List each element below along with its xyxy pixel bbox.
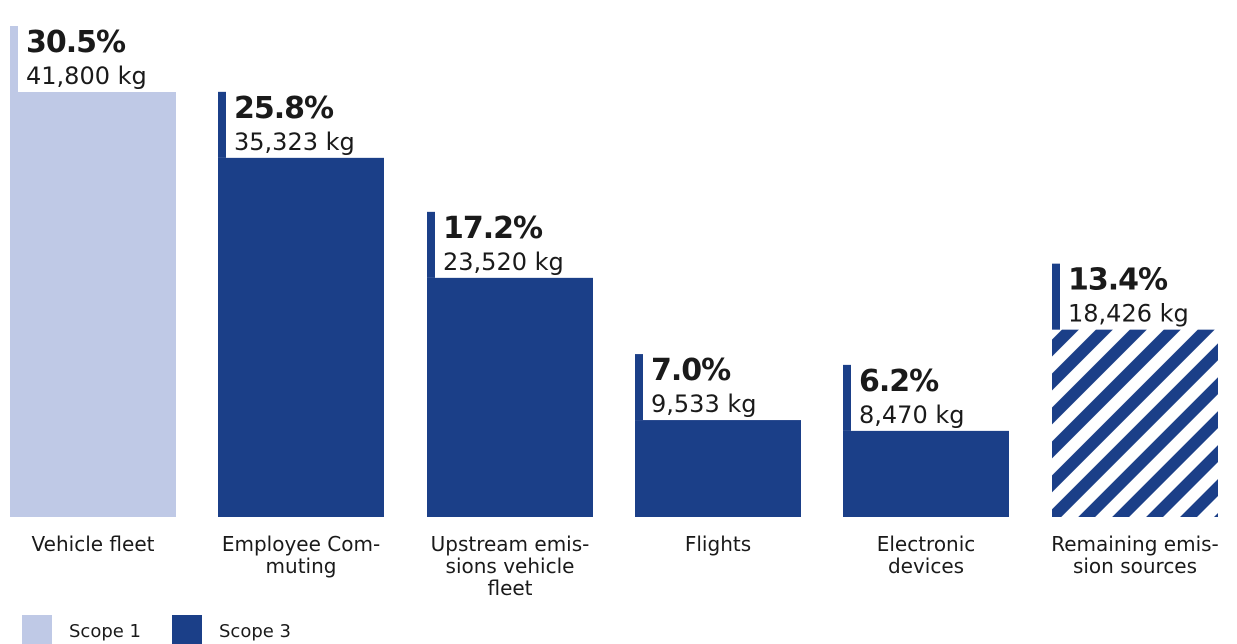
- bar-5: [843, 430, 1009, 517]
- label-stripe-2: [218, 91, 226, 158]
- bar-2: [218, 157, 384, 517]
- legend-swatch-1: [22, 615, 52, 644]
- category-label-3: Upstream emis-sions vehicle fleet: [431, 532, 590, 600]
- label-stripe-3: [427, 211, 435, 278]
- percent-label-6: 13.4%: [1068, 263, 1168, 298]
- value-label-6: 18,426 kg: [1068, 300, 1189, 328]
- value-label-2: 35,323 kg: [234, 128, 355, 156]
- value-label-4: 9,533 kg: [651, 390, 756, 418]
- category-label-5: Electronic devices: [877, 532, 976, 578]
- bar-3: [427, 277, 593, 517]
- category-label-1: Vehicle fleet: [32, 532, 155, 556]
- percent-label-3: 17.2%: [443, 211, 543, 246]
- label-stripe-4: [635, 354, 643, 421]
- percent-label-1: 30.5%: [26, 25, 126, 60]
- value-label-5: 8,470 kg: [859, 401, 964, 429]
- percent-label-2: 25.8%: [234, 91, 334, 126]
- bar-4: [635, 420, 801, 517]
- value-label-3: 23,520 kg: [443, 248, 564, 276]
- legend-label-1: Scope 1: [69, 621, 141, 642]
- percent-label-4: 7.0%: [651, 353, 731, 388]
- category-label-4: Flights: [685, 532, 751, 556]
- legend-label-2: Scope 3: [219, 621, 291, 642]
- bar-1: [10, 92, 176, 517]
- label-stripe-1: [10, 26, 18, 92]
- value-label-1: 41,800 kg: [26, 62, 147, 90]
- legend-swatch-2: [172, 615, 202, 644]
- category-label-2: Employee Com-muting: [222, 532, 380, 578]
- bar-6: [1052, 329, 1218, 517]
- label-stripe-5: [843, 364, 851, 431]
- percent-label-5: 6.2%: [859, 364, 939, 399]
- label-stripe-6: [1052, 263, 1060, 330]
- category-label-6: Remaining emis-sion sources: [1051, 532, 1219, 578]
